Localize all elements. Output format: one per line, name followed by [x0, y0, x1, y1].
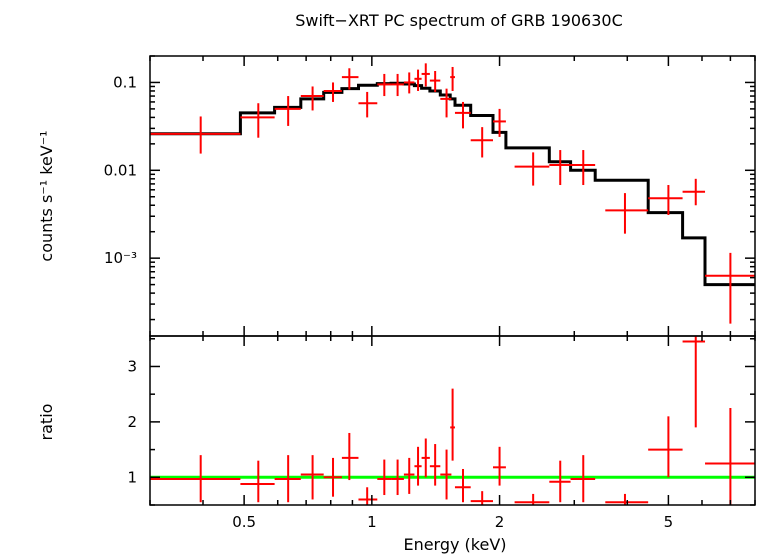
x-tick-label: 2	[495, 513, 505, 531]
spectrum-ytick-label: 10⁻³	[104, 249, 137, 267]
x-tick-label: 5	[664, 513, 674, 531]
ratio-ytick-label: 3	[127, 357, 137, 375]
ratio-ytick-label: 2	[127, 413, 137, 431]
x-tick-labels: 0.5 1 2 5	[232, 513, 673, 531]
spectrum-ytick-label: 0.01	[104, 161, 137, 179]
ratio-ytick-label: 1	[127, 468, 137, 486]
chart-title: Swift−XRT PC spectrum of GRB 190630C	[295, 11, 623, 30]
ratio-data-series	[150, 336, 755, 505]
model-step-line	[150, 81, 755, 287]
spectrum-y-axis-label: counts s⁻¹ keV⁻¹	[37, 130, 56, 261]
ratio-axes: 1 2 3	[127, 335, 756, 506]
x-tick-label: 1	[367, 513, 377, 531]
spectrum-panel: 0.1 0.01 10⁻³ counts s⁻¹ keV⁻¹	[37, 55, 756, 337]
x-tick-label: 0.5	[232, 513, 256, 531]
ratio-y-axis-label: ratio	[37, 404, 56, 441]
spectrum-ytick-label: 0.1	[113, 73, 137, 91]
ratio-frame	[149, 335, 756, 506]
spectrum-model-step-series	[150, 81, 755, 287]
x-axis-label: Energy (keV)	[403, 535, 506, 554]
ratio-panel: 1 2 3 ratio	[37, 335, 756, 506]
spectrum-axes: 0.1 0.01 10⁻³	[104, 55, 756, 337]
spectrum-data-series	[150, 63, 755, 324]
